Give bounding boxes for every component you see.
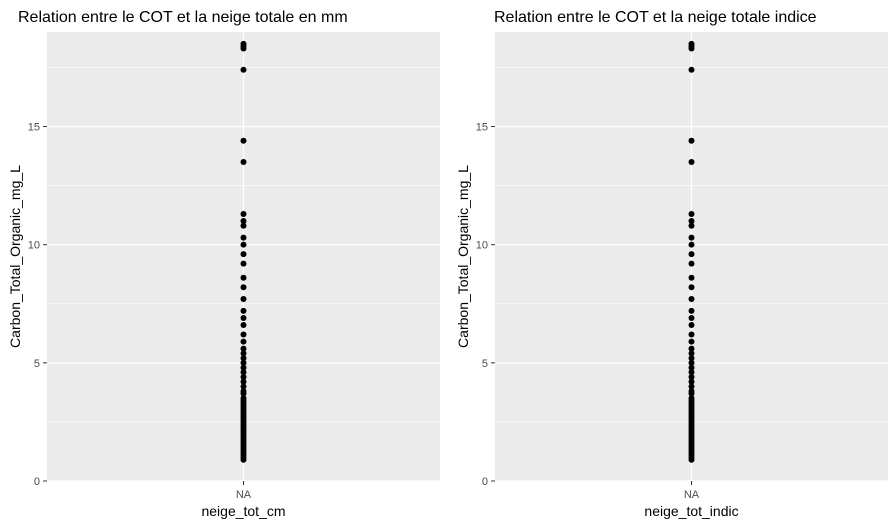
data-point: [688, 374, 695, 381]
y-tick-label: 0: [34, 476, 40, 488]
y-tick-label: 5: [482, 358, 488, 370]
data-point: [688, 350, 695, 357]
data-point: [240, 284, 247, 291]
data-point: [240, 345, 247, 352]
data-point: [688, 383, 695, 390]
data-point: [688, 378, 695, 385]
data-point: [240, 331, 247, 338]
chart-neige-mm-svg: Relation entre le COT et la neige totale…: [7, 9, 440, 519]
y-tick-label: 15: [28, 122, 40, 134]
data-point: [240, 322, 247, 329]
data-point: [688, 210, 695, 217]
data-point: [688, 345, 695, 352]
data-point: [688, 158, 695, 165]
data-point: [240, 45, 247, 52]
data-point: [240, 296, 247, 303]
data-point: [240, 137, 247, 144]
chart-title: Relation entre le COT et la neige totale…: [494, 9, 817, 26]
data-point: [688, 251, 695, 258]
y-axis-ticks: 0 5 10 15: [476, 122, 495, 488]
data-point: [688, 234, 695, 241]
data-point: [240, 350, 247, 357]
x-axis-label: neige_tot_indic: [644, 503, 738, 519]
data-point: [240, 234, 247, 241]
data-point: [688, 364, 695, 371]
data-point: [688, 314, 695, 321]
data-points: [240, 40, 247, 463]
data-point: [240, 307, 247, 314]
y-tick-label: 5: [34, 358, 40, 370]
data-point: [240, 338, 247, 345]
data-point: [688, 307, 695, 314]
data-point: [240, 274, 247, 281]
data-point: [240, 456, 247, 463]
x-tick-label: NA: [684, 489, 700, 501]
y-tick-label: 10: [28, 240, 40, 252]
data-point: [240, 241, 247, 248]
x-tick-label: NA: [236, 489, 252, 501]
data-point: [240, 369, 247, 376]
data-point: [688, 45, 695, 52]
y-tick-label: 0: [482, 476, 488, 488]
data-point: [240, 378, 247, 385]
chart-neige-mm: Relation entre le COT et la neige totale…: [0, 0, 447, 526]
data-point: [240, 390, 247, 397]
data-point: [240, 383, 247, 390]
data-point: [240, 314, 247, 321]
data-point: [688, 218, 695, 225]
data-point: [688, 359, 695, 366]
x-axis-ticks: NA: [684, 481, 700, 501]
data-point: [240, 359, 247, 366]
chart-neige-indice: Relation entre le COT et la neige totale…: [448, 0, 895, 526]
data-point: [688, 222, 695, 229]
y-axis-label: Carbon_Total_Organic_mg_L: [455, 165, 471, 348]
data-point: [240, 374, 247, 381]
x-axis-label: neige_tot_cm: [201, 503, 285, 519]
y-axis-ticks: 0 5 10 15: [28, 122, 47, 488]
data-point: [240, 158, 247, 165]
data-point: [688, 66, 695, 73]
data-point: [688, 274, 695, 281]
chart-neige-indice-svg: Relation entre le COT et la neige totale…: [455, 9, 888, 519]
y-tick-label: 15: [476, 122, 488, 134]
data-point: [240, 355, 247, 362]
data-point: [240, 210, 247, 217]
y-tick-label: 10: [476, 240, 488, 252]
data-point: [688, 322, 695, 329]
data-points: [688, 40, 695, 463]
data-point: [688, 331, 695, 338]
data-point: [688, 355, 695, 362]
data-point: [240, 364, 247, 371]
y-axis-label: Carbon_Total_Organic_mg_L: [7, 165, 23, 348]
data-point: [688, 284, 695, 291]
data-point: [688, 260, 695, 267]
data-point: [240, 66, 247, 73]
data-point: [240, 260, 247, 267]
data-point: [688, 369, 695, 376]
data-point: [688, 137, 695, 144]
chart-title: Relation entre le COT et la neige totale…: [18, 9, 348, 26]
data-point: [240, 251, 247, 258]
x-axis-ticks: NA: [236, 481, 252, 501]
data-point: [240, 222, 247, 229]
data-point: [688, 390, 695, 397]
data-point: [688, 296, 695, 303]
data-point: [688, 456, 695, 463]
data-point: [688, 338, 695, 345]
data-point: [688, 241, 695, 248]
data-point: [240, 218, 247, 225]
